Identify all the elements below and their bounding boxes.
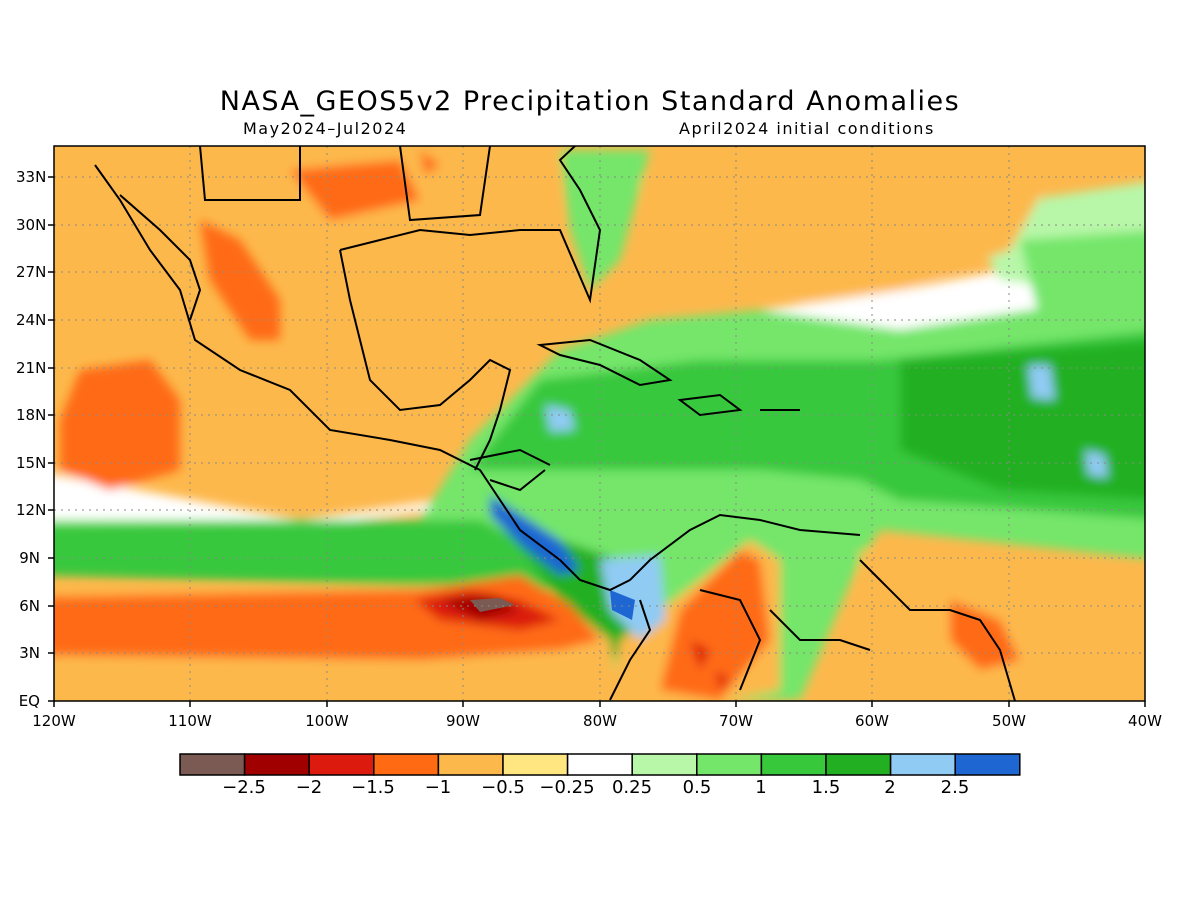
lat-label-18n: 18N [16, 406, 47, 424]
lat-label-eq: EQ [18, 692, 40, 710]
lat-label-9n: 9N [19, 549, 40, 567]
lat-label-12n: 12N [16, 501, 47, 519]
colorbar-label: −2 [295, 777, 323, 798]
colorbar-label: 0.25 [611, 777, 653, 798]
coastlines [94, 146, 1016, 701]
initial-conditions: April2024 initial conditions [679, 119, 935, 138]
colorbar-swatch [437, 753, 504, 776]
plot-title: NASA_GEOS5v2 Precipitation Standard Anom… [219, 86, 961, 117]
colorbar-label: 2 [884, 777, 896, 798]
anomaly-field [54, 146, 1145, 701]
colorbar-label: −2.5 [222, 777, 266, 798]
lon-label-120w: 120W [32, 712, 76, 730]
colorbar-label: 2.5 [940, 777, 970, 798]
colorbar-swatch [179, 753, 246, 776]
lon-label-110w: 110W [168, 712, 212, 730]
colorbar-label: 1.5 [811, 777, 841, 798]
colorbar [179, 753, 1021, 776]
axis-ticks [48, 176, 1146, 707]
valid-period: May2024–Jul2024 [243, 119, 408, 138]
colorbar-swatch [566, 753, 633, 776]
lat-label-24n: 24N [16, 311, 47, 329]
colorbar-swatch [373, 753, 440, 776]
colorbar-label: −1 [424, 777, 452, 798]
lon-label-80w: 80W [583, 712, 617, 730]
lat-label-30n: 30N [16, 216, 47, 234]
colorbar-swatch [696, 753, 763, 776]
lat-label-15n: 15N [16, 454, 47, 472]
colorbar-swatch [308, 753, 375, 776]
colorbar-label: −1.5 [351, 777, 395, 798]
colorbar-label: 1 [755, 777, 767, 798]
colorbar-swatch [760, 753, 827, 776]
colorbar-label: 0.5 [682, 777, 712, 798]
lon-label-60w: 60W [855, 712, 889, 730]
colorbar-swatch [502, 753, 569, 776]
lon-label-100w: 100W [305, 712, 349, 730]
lon-label-70w: 70W [719, 712, 753, 730]
colorbar-label: −0.25 [539, 777, 595, 798]
colorbar-swatch [825, 753, 892, 776]
colorbar-swatch [954, 753, 1021, 776]
lon-label-90w: 90W [446, 712, 480, 730]
colorbar-swatch [889, 753, 956, 776]
lon-label-50w: 50W [992, 712, 1026, 730]
lat-label-27n: 27N [16, 263, 47, 281]
lat-label-6n: 6N [19, 597, 40, 615]
colorbar-swatch [631, 753, 698, 776]
colorbar-label: −0.5 [481, 777, 525, 798]
colorbar-swatch [243, 753, 310, 776]
lon-label-40w: 40W [1128, 712, 1162, 730]
lat-label-3n: 3N [19, 644, 40, 662]
graticule [54, 146, 1145, 701]
lat-label-21n: 21N [16, 359, 47, 377]
lat-label-33n: 33N [16, 168, 47, 186]
